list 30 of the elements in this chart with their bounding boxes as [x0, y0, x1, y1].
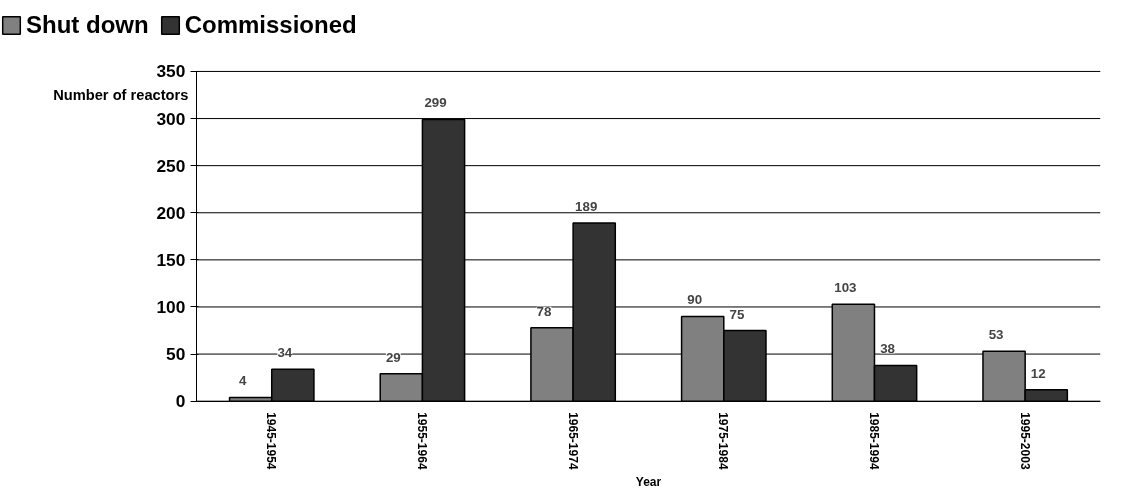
data-label: 103 [834, 280, 857, 296]
data-label: 29 [385, 349, 401, 365]
data-label: 34 [277, 345, 293, 361]
data-label: 75 [729, 306, 745, 322]
data-label: 53 [988, 327, 1004, 343]
data-label: 12 [1030, 365, 1046, 381]
data-label: 90 [687, 292, 703, 308]
y-tick-label: 150 [156, 249, 186, 270]
y-tick-label: 0 [175, 391, 186, 412]
y-tick-label: 200 [156, 202, 186, 223]
x-tick-label: 1945-1954 [264, 412, 279, 470]
data-label: 299 [424, 95, 447, 111]
y-axis-title: Number of reactors [53, 86, 189, 103]
data-label: 189 [575, 199, 598, 215]
y-tick-label: 350 [156, 61, 186, 82]
data-label: 38 [880, 341, 895, 357]
x-tick-label: 1975-1984 [716, 412, 731, 470]
data-label: 4 [238, 373, 247, 389]
y-tick-label: 100 [156, 296, 186, 317]
y-tick-label: 250 [156, 155, 186, 176]
y-tick-label: 300 [156, 108, 186, 129]
x-tick-label: 1995-2003 [1017, 412, 1032, 470]
x-axis-title: Year [635, 474, 662, 489]
data-label: 78 [536, 303, 552, 319]
x-tick-label: 1955-1964 [414, 412, 429, 470]
legend-label: Shut down [26, 11, 149, 39]
x-tick-label: 1965-1974 [565, 412, 580, 470]
legend-label: Commissioned [184, 11, 357, 39]
x-tick-label: 1985-1994 [866, 412, 881, 470]
y-tick-label: 50 [166, 344, 186, 365]
